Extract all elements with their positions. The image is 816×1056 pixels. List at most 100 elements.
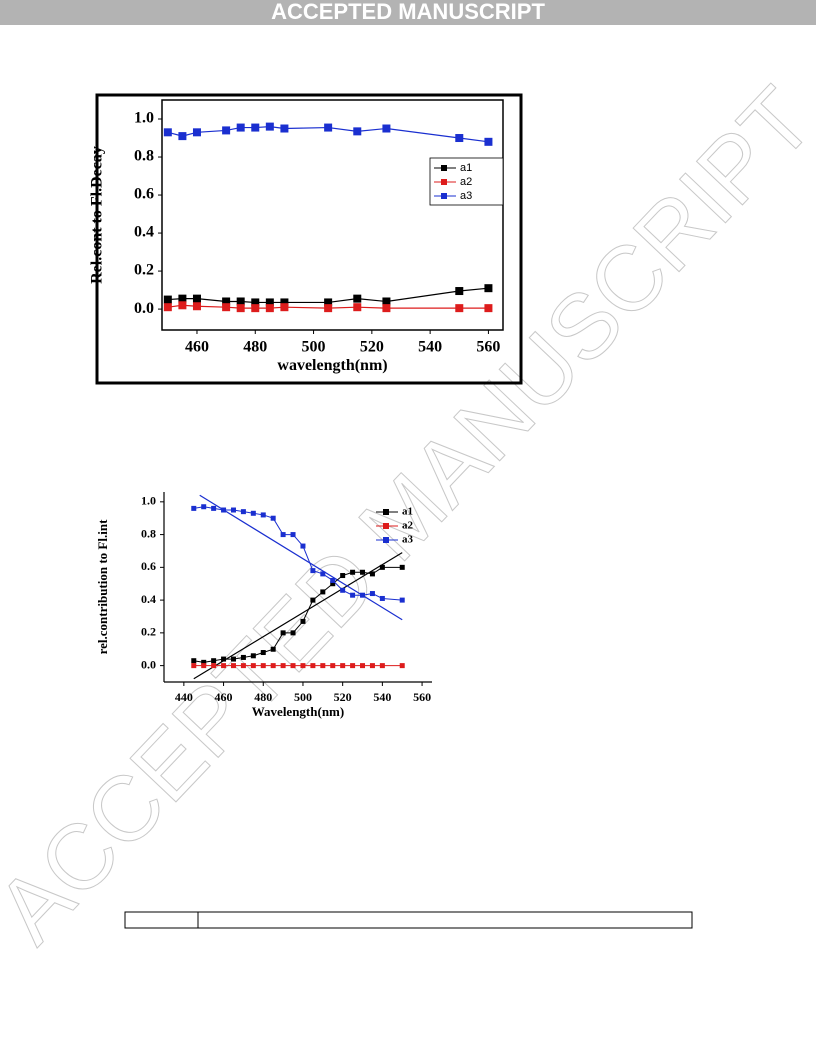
data-point	[178, 132, 187, 141]
data-point	[350, 663, 356, 669]
x-tick-label: 540	[418, 339, 442, 356]
data-point	[369, 663, 375, 669]
data-point	[280, 303, 289, 312]
fit-line	[193, 552, 403, 680]
data-point	[324, 298, 333, 307]
y-tick-label: 0.4	[134, 224, 154, 241]
data-point	[270, 646, 276, 652]
data-point	[369, 591, 375, 597]
y-tick-label: 1.0	[134, 110, 154, 127]
data-point	[353, 303, 362, 312]
data-point	[251, 123, 260, 132]
data-point	[260, 663, 266, 669]
data-point	[260, 650, 266, 656]
data-point	[201, 659, 207, 665]
data-point	[290, 630, 296, 636]
x-tick-label: 500	[294, 690, 312, 704]
x-tick-label: 480	[243, 339, 267, 356]
legend-marker	[441, 165, 447, 171]
figure-frame	[95, 93, 523, 385]
legend-label: a3	[460, 190, 472, 202]
y-tick-label: 0.6	[141, 559, 156, 573]
data-point	[360, 592, 366, 598]
legend-label: a3	[402, 534, 414, 546]
data-point	[379, 663, 385, 669]
data-point	[265, 122, 274, 131]
legend-label: a2	[402, 520, 414, 532]
x-tick-label: 520	[334, 690, 352, 704]
data-point	[290, 663, 296, 669]
data-point	[250, 663, 256, 669]
data-point	[350, 592, 356, 598]
data-point	[240, 509, 246, 515]
data-point	[330, 577, 336, 583]
y-tick-label: 0.8	[141, 526, 156, 540]
data-point	[211, 663, 217, 669]
data-point	[310, 568, 316, 574]
data-point	[280, 298, 289, 307]
legend-label: a1	[402, 506, 413, 518]
data-point	[320, 589, 326, 595]
data-point	[236, 123, 245, 132]
data-point	[240, 663, 246, 669]
legend-marker	[441, 193, 447, 199]
data-point	[353, 294, 362, 303]
data-point	[221, 656, 227, 662]
data-point	[270, 515, 276, 521]
data-point	[360, 569, 366, 575]
data-point	[230, 507, 236, 513]
data-point	[320, 571, 326, 577]
data-point	[236, 297, 245, 306]
data-point	[251, 304, 260, 313]
data-point	[382, 297, 391, 306]
legend-marker	[441, 179, 447, 185]
x-tick-label: 540	[373, 690, 391, 704]
data-point	[340, 663, 346, 669]
data-point	[191, 505, 197, 511]
x-tick-label: 520	[360, 339, 384, 356]
data-point	[260, 512, 266, 518]
data-point	[222, 297, 231, 306]
data-point	[280, 630, 286, 636]
data-point	[379, 595, 385, 601]
data-point	[324, 123, 333, 132]
data-point	[320, 663, 326, 669]
data-point	[382, 124, 391, 133]
data-point	[250, 653, 256, 659]
data-point	[240, 654, 246, 660]
y-axis-label: Rel.cont to Fl.Decay	[89, 146, 106, 284]
legend-marker	[383, 523, 389, 529]
data-point	[163, 295, 172, 304]
data-point	[230, 663, 236, 669]
data-point	[310, 663, 316, 669]
data-point	[230, 656, 236, 662]
data-point	[211, 658, 217, 664]
data-point	[192, 128, 201, 137]
data-point	[300, 543, 306, 549]
data-point	[163, 303, 172, 312]
data-point	[399, 597, 405, 603]
fit-line	[199, 494, 403, 621]
data-point	[265, 298, 274, 307]
y-axis-label: rel.contribution to Fl.int	[95, 519, 110, 654]
data-point	[369, 571, 375, 577]
data-point	[222, 303, 231, 312]
data-point	[178, 301, 187, 310]
data-point	[265, 304, 274, 313]
data-point	[350, 569, 356, 575]
data-point	[330, 581, 336, 587]
data-point	[455, 134, 464, 143]
data-point	[340, 573, 346, 579]
x-tick-label: 460	[185, 339, 209, 356]
y-tick-label: 0.4	[141, 592, 156, 606]
data-point	[330, 663, 336, 669]
data-point	[455, 304, 464, 313]
data-point	[484, 137, 493, 146]
data-point	[270, 663, 276, 669]
y-tick-label: 0.8	[134, 148, 154, 165]
x-tick-label: 480	[254, 690, 272, 704]
x-tick-label: 560	[476, 339, 500, 356]
data-point	[250, 510, 256, 516]
